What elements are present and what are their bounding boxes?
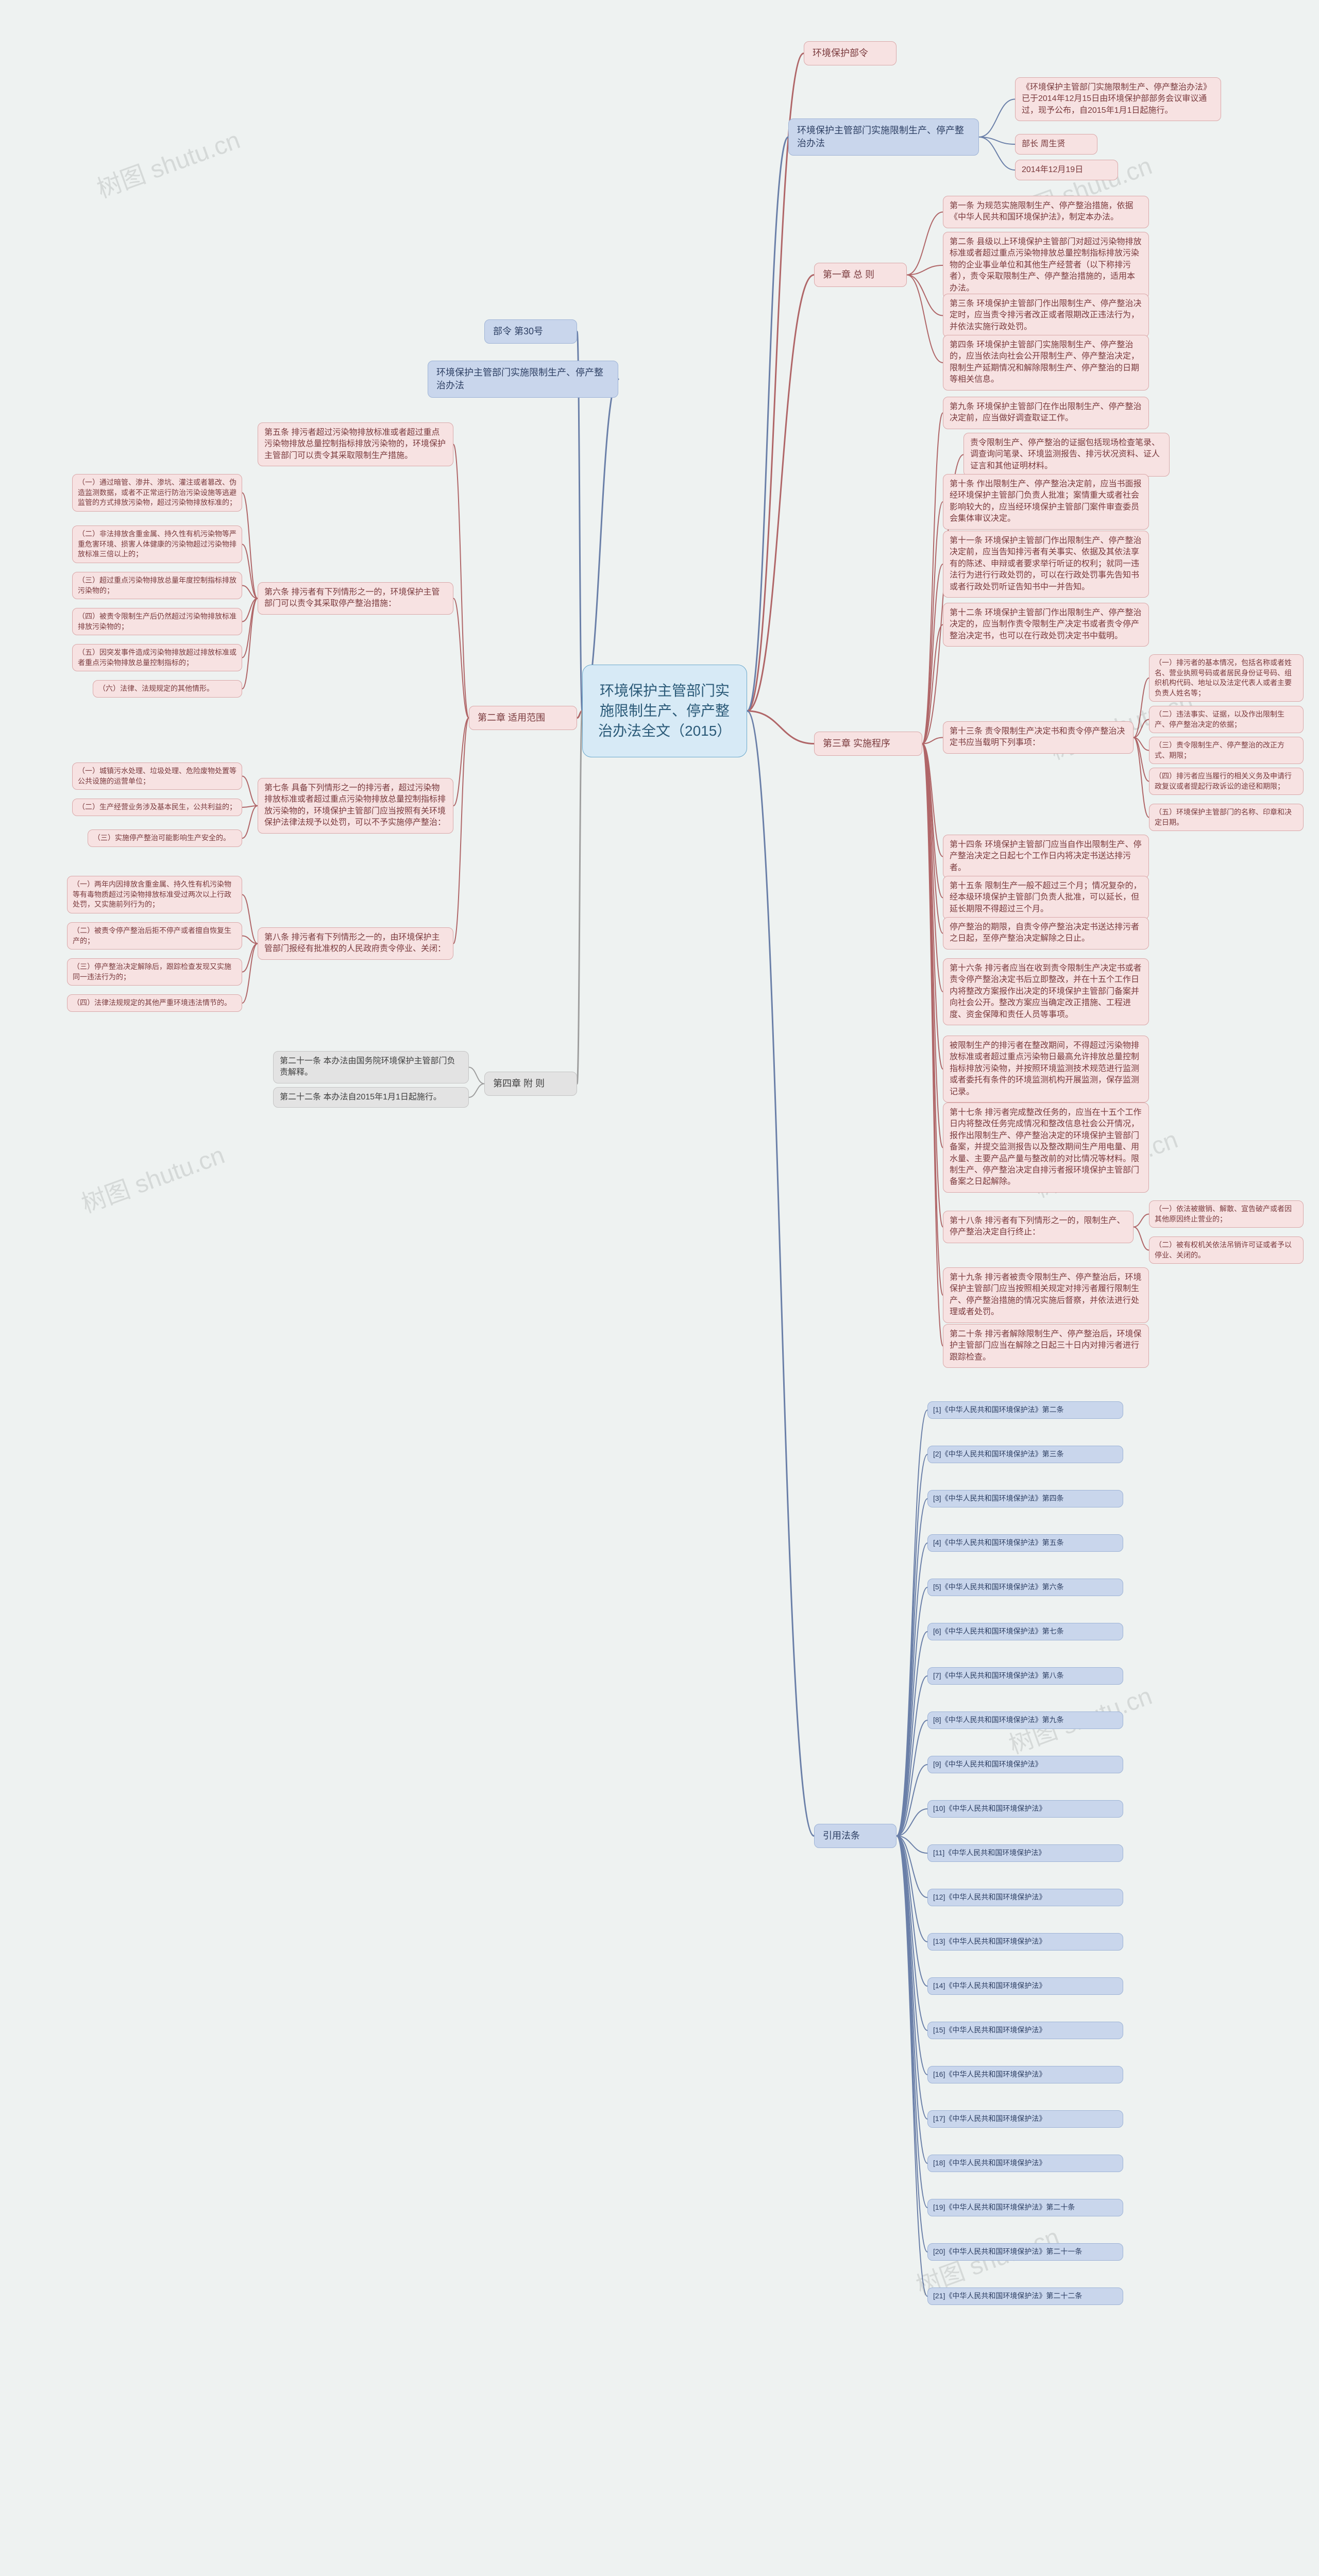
leaf-r1-0[interactable]: 《环境保护主管部门实施限制生产、停产整治办法》已于2014年12月15日由环境保… (1015, 77, 1221, 121)
leaf-r3-13-3[interactable]: （四）排污者应当履行的相关义务及申请行政复议或者提起行政诉讼的途径和期限； (1149, 768, 1304, 795)
law-ref-5[interactable]: [5]《中华人民共和国环境保护法》第六条 (927, 1579, 1123, 1596)
leaf-l2-7-1[interactable]: （二）生产经营业务涉及基本民生，公共利益的； (72, 799, 242, 816)
law-ref-20[interactable]: [20]《中华人民共和国环境保护法》第二十一条 (927, 2243, 1123, 2261)
leaf-l2-6-4[interactable]: （五）因突发事件造成污染物排放超过排放标准或者重点污染物排放总量控制指标的； (72, 644, 242, 671)
leaf-l2-8-2[interactable]: （三）停产整治决定解除后，跟踪检查发现又实施同一违法行为的； (67, 958, 242, 986)
law-ref-16[interactable]: [16]《中华人民共和国环境保护法》 (927, 2066, 1123, 2083)
law-ref-15[interactable]: [15]《中华人民共和国环境保护法》 (927, 2022, 1123, 2039)
law-ref-2[interactable]: [2]《中华人民共和国环境保护法》第三条 (927, 1446, 1123, 1463)
leaf-r3-13-2[interactable]: （三）责令限制生产、停产整治的改正方式、期限； (1149, 737, 1304, 764)
branch-order-30[interactable]: 部令 第30号 (484, 319, 577, 344)
leaf-r2-3[interactable]: 第四条 环境保护主管部门实施限制生产、停产整治的，应当依法向社会公开限制生产、停… (943, 335, 1149, 391)
leaf-r2-2[interactable]: 第三条 环境保护主管部门作出限制生产、停产整治决定时，应当责令排污者改正或者限期… (943, 294, 1149, 337)
leaf-l2-5[interactable]: 第五条 排污者超过污染物排放标准或者超过重点污染物排放总量控制指标排放污染物的，… (258, 422, 453, 466)
leaf-l2-8-3[interactable]: （四）法律法规规定的其他严重环境违法情节的。 (67, 994, 242, 1012)
branch-cited-laws[interactable]: 引用法条 (814, 1824, 897, 1848)
leaf-l2-6-3[interactable]: （四）被责令限制生产后仍然超过污染物排放标准排放污染物的； (72, 608, 242, 635)
law-ref-10[interactable]: [10]《中华人民共和国环境保护法》 (927, 1800, 1123, 1818)
leaf-l2-6-2[interactable]: （三）超过重点污染物排放总量年度控制指标排放污染物的； (72, 572, 242, 599)
leaf-l2-7-0[interactable]: （一）城镇污水处理、垃圾处理、危险废物处置等公共设施的运营单位； (72, 762, 242, 790)
leaf-l3-1[interactable]: 第二十二条 本办法自2015年1月1日起施行。 (273, 1087, 469, 1108)
leaf-l2-6-5[interactable]: （六）法律、法规规定的其他情形。 (93, 680, 242, 698)
law-ref-18[interactable]: [18]《中华人民共和国环境保护法》 (927, 2155, 1123, 2172)
law-ref-6[interactable]: [6]《中华人民共和国环境保护法》第七条 (927, 1623, 1123, 1640)
leaf-r3-17[interactable]: 第十七条 排污者完成整改任务的，应当在十五个工作日内将整改任务完成情况和整改信息… (943, 1103, 1149, 1193)
leaf-r3-15[interactable]: 第十五条 限制生产一般不超过三个月；情况复杂的，经本级环境保护主管部门负责人批准… (943, 876, 1149, 920)
leaf-l2-8[interactable]: 第八条 排污者有下列情形之一的，由环境保护主管部门报经有批准权的人民政府责令停业… (258, 927, 453, 960)
leaf-l2-8-1[interactable]: （二）被责令停产整治后拒不停产或者擅自恢复生产的； (67, 922, 242, 950)
law-ref-11[interactable]: [11]《中华人民共和国环境保护法》 (927, 1844, 1123, 1862)
watermark: 树图 shutu.cn (76, 1134, 229, 1219)
branch-env-order[interactable]: 环境保护部令 (804, 41, 897, 65)
law-ref-17[interactable]: [17]《中华人民共和国环境保护法》 (927, 2110, 1123, 2128)
law-ref-7[interactable]: [7]《中华人民共和国环境保护法》第八条 (927, 1667, 1123, 1685)
law-ref-13[interactable]: [13]《中华人民共和国环境保护法》 (927, 1933, 1123, 1951)
law-ref-3[interactable]: [3]《中华人民共和国环境保护法》第四条 (927, 1490, 1123, 1507)
law-ref-19[interactable]: [19]《中华人民共和国环境保护法》第二十条 (927, 2199, 1123, 2216)
law-ref-14[interactable]: [14]《中华人民共和国环境保护法》 (927, 1977, 1123, 1995)
leaf-r3-16[interactable]: 第十六条 排污者应当在收到责令限制生产决定书或者责令停产整治决定书后立即整改，并… (943, 958, 1149, 1025)
leaf-l2-7[interactable]: 第七条 具备下列情形之一的排污者，超过污染物排放标准或者超过重点污染物排放总量控… (258, 778, 453, 834)
leaf-r3-13-1[interactable]: （二）违法事实、证据，以及作出限制生产、停产整治决定的依据； (1149, 706, 1304, 733)
leaf-r3-13[interactable]: 第十三条 责令限制生产决定书和责令停产整治决定书应当载明下列事项： (943, 721, 1134, 754)
leaf-r1-2[interactable]: 2014年12月19日 (1015, 160, 1118, 180)
leaf-r3-11[interactable]: 第十一条 环境保护主管部门作出限制生产、停产整治决定前，应当告知排污者有关事实、… (943, 531, 1149, 598)
leaf-r3-13-0[interactable]: （一）排污者的基本情况，包括名称或者姓名、营业执照号码或者居民身份证号码、组织机… (1149, 654, 1304, 702)
branch-ch4[interactable]: 第四章 附 则 (484, 1072, 577, 1096)
leaf-l3-0[interactable]: 第二十一条 本办法由国务院环境保护主管部门负责解释。 (273, 1051, 469, 1083)
law-ref-21[interactable]: [21]《中华人民共和国环境保护法》第二十二条 (927, 2287, 1123, 2305)
root-node[interactable]: 环境保护主管部门实施限制生产、停产整治办法全文（2015） (582, 665, 747, 757)
leaf-r2-0[interactable]: 第一条 为规范实施限制生产、停产整治措施，依据《中华人民共和国环境保护法》，制定… (943, 196, 1149, 228)
leaf-r3-18-0[interactable]: （一）依法被撤销、解散、宣告破产或者因其他原因终止营业的； (1149, 1200, 1304, 1228)
law-ref-12[interactable]: [12]《中华人民共和国环境保护法》 (927, 1889, 1123, 1906)
leaf-l2-7-2[interactable]: （三）实施停产整治可能影响生产安全的。 (88, 829, 242, 847)
leaf-r3-12[interactable]: 第十二条 环境保护主管部门作出限制生产、停产整治决定的，应当制作责令限制生产决定… (943, 603, 1149, 647)
leaf-r3-10[interactable]: 第十条 作出限制生产、停产整治决定前，应当书面报经环境保护主管部门负责人批准；案… (943, 474, 1149, 530)
watermark: 树图 shutu.cn (91, 120, 244, 205)
leaf-r2-1[interactable]: 第二条 县级以上环境保护主管部门对超过污染物排放标准或者超过重点污染物排放总量控… (943, 232, 1149, 299)
leaf-r3-16a[interactable]: 被限制生产的排污者在整改期间，不得超过污染物排放标准或者超过重点污染物日最高允许… (943, 1036, 1149, 1103)
leaf-r3-18[interactable]: 第十八条 排污者有下列情形之一的，限制生产、停产整治决定自行终止： (943, 1211, 1134, 1243)
law-ref-9[interactable]: [9]《中华人民共和国环境保护法》 (927, 1756, 1123, 1773)
leaf-l2-6[interactable]: 第六条 排污者有下列情形之一的，环境保护主管部门可以责令其采取停产整治措施： (258, 582, 453, 615)
leaf-r1-1[interactable]: 部长 周生贤 (1015, 134, 1097, 155)
law-ref-1[interactable]: [1]《中华人民共和国环境保护法》第二条 (927, 1401, 1123, 1419)
branch-measures-left[interactable]: 环境保护主管部门实施限制生产、停产整治办法 (428, 361, 618, 398)
leaf-r3-13-4[interactable]: （五）环境保护主管部门的名称、印章和决定日期。 (1149, 804, 1304, 831)
leaf-r3-19[interactable]: 第十九条 排污者被责令限制生产、停产整治后，环境保护主管部门应当按照相关规定对排… (943, 1267, 1149, 1323)
leaf-r3-9[interactable]: 第九条 环境保护主管部门在作出限制生产、停产整治决定前，应当做好调查取证工作。 (943, 397, 1149, 429)
leaf-r3-18-1[interactable]: （二）被有权机关依法吊销许可证或者予以停业、关闭的。 (1149, 1236, 1304, 1264)
leaf-l2-6-1[interactable]: （二）非法排放含重金属、持久性有机污染物等严重危害环境、损害人体健康的污染物超过… (72, 526, 242, 563)
branch-ch1[interactable]: 第一章 总 则 (814, 263, 907, 287)
leaf-r3-14[interactable]: 第十四条 环境保护主管部门应当自作出限制生产、停产整治决定之日起七个工作日内将决… (943, 835, 1149, 878)
branch-ch2[interactable]: 第二章 适用范围 (469, 706, 577, 730)
leaf-r3-9a[interactable]: 责令限制生产、停产整治的证据包括现场检查笔录、调查询问笔录、环境监测报告、排污状… (963, 433, 1170, 477)
branch-measures[interactable]: 环境保护主管部门实施限制生产、停产整治办法 (788, 118, 979, 156)
leaf-r3-15a[interactable]: 停产整治的期限，自责令停产整治决定书送达排污者之日起，至停产整治决定解除之日止。 (943, 917, 1149, 950)
leaf-l2-8-0[interactable]: （一）两年内因排放含重金属、持久性有机污染物等有毒物质超过污染物排放标准受过两次… (67, 876, 242, 913)
branch-ch3[interactable]: 第三章 实施程序 (814, 732, 922, 756)
law-ref-4[interactable]: [4]《中华人民共和国环境保护法》第五条 (927, 1534, 1123, 1552)
leaf-r3-20[interactable]: 第二十条 排污者解除限制生产、停产整治后，环境保护主管部门应当在解除之日起三十日… (943, 1324, 1149, 1368)
law-ref-8[interactable]: [8]《中华人民共和国环境保护法》第九条 (927, 1711, 1123, 1729)
leaf-l2-6-0[interactable]: （一）通过暗管、渗井、渗坑、灌注或者篡改、伪造监测数据，或者不正常运行防治污染设… (72, 474, 242, 512)
